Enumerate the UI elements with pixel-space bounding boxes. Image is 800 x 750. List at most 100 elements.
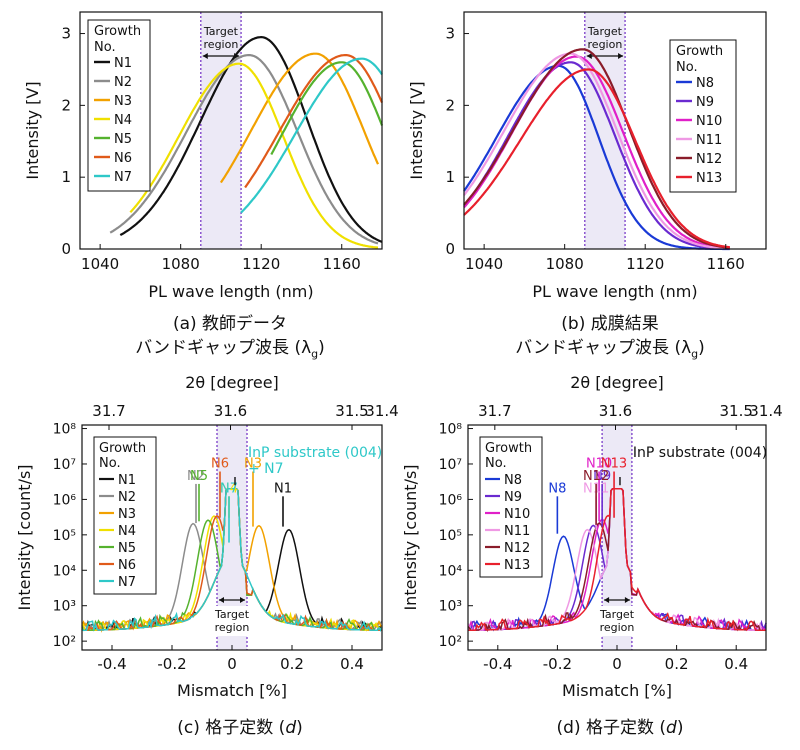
series-line-N6	[244, 54, 384, 189]
top-tick-label: 31.7	[478, 402, 511, 420]
top-axis-label: 2θ [degree]	[185, 373, 279, 392]
y-tick-label: 10⁷	[439, 457, 462, 473]
top-tick-label: 31.5	[719, 402, 752, 420]
caption-a-line2: バンドギャップ波長 (λg)	[70, 336, 390, 366]
x-tick-label: 0.2	[665, 655, 689, 673]
series-line-N7	[240, 57, 383, 214]
x-tick-label: 1080	[546, 255, 584, 273]
x-tick-label: -0.4	[483, 655, 512, 673]
legend-box	[479, 436, 543, 578]
legend-label-N1: N1	[118, 473, 136, 488]
y-tick-label: 10⁶	[439, 492, 463, 508]
x-tick-label: 0.4	[340, 655, 364, 673]
legend-box	[93, 436, 157, 595]
top-tick-label: 31.4	[365, 402, 398, 420]
series-line-N13	[468, 488, 766, 632]
x-axis-label: PL wave length (nm)	[532, 282, 697, 301]
caption-d-text: (d) 格子定数 (	[556, 718, 667, 738]
legend-label-N11: N11	[696, 133, 722, 148]
caption-c-end: )	[296, 718, 303, 738]
y-tick-label: 2	[61, 96, 71, 114]
legend-label-N13: N13	[696, 171, 722, 186]
target-region-band	[200, 12, 242, 249]
x-tick-label: 1040	[81, 255, 119, 273]
legend-label-N7: N7	[118, 575, 136, 590]
caption-b: (b) 成膜結果 バンドギャップ波長 (λg)	[440, 312, 780, 366]
x-axis-label: PL wave length (nm)	[148, 282, 313, 301]
y-tick-label: 0	[61, 240, 71, 258]
caption-d-end: )	[676, 718, 684, 738]
legend-label-N11: N11	[504, 524, 530, 539]
top-tick-label: 31.7	[92, 402, 125, 420]
x-axis-label: Mismatch [%]	[177, 681, 287, 700]
target-label-bg	[212, 606, 252, 636]
series-line-N3	[219, 52, 380, 184]
caption-b-text: バンドギャップ波長 (λ	[515, 338, 692, 358]
top-axis-label: 2θ [degree]	[570, 373, 664, 392]
x-tick-label: -0.2	[543, 655, 572, 673]
caption-d: (d) 格子定数 (d)	[460, 716, 780, 740]
legend-label-N3: N3	[114, 94, 132, 109]
peak-label-N1: N1	[274, 481, 292, 496]
y-axis-label: Intensity [V]	[23, 81, 42, 179]
x-tick-label: 1160	[707, 255, 745, 273]
series-line-N8	[463, 64, 730, 251]
peak-label-N8: N8	[548, 481, 566, 496]
legend-title: Growth	[485, 441, 532, 456]
top-tick-label: 31.6	[599, 402, 632, 420]
y-tick-label: 3	[445, 25, 455, 43]
caption-c-text: (c) 格子定数 (	[177, 718, 286, 738]
series-line-N12	[463, 48, 730, 249]
legend-box	[87, 19, 151, 192]
y-tick-label: 1	[61, 168, 71, 186]
caption-a-sub: g	[311, 347, 319, 361]
y-tick-label: 10²	[53, 634, 76, 650]
x-tick-label: 0	[227, 655, 237, 673]
legend-title: No.	[676, 60, 698, 75]
target-label: region	[215, 621, 250, 634]
y-tick-label: 10⁸	[53, 422, 77, 438]
peak-label-N3: N3	[244, 457, 262, 472]
legend-label-N6: N6	[114, 151, 132, 166]
legend-title: Growth	[676, 44, 723, 59]
series-line-N11	[463, 52, 730, 250]
series-line-N4	[129, 62, 379, 249]
target-label-bg	[597, 606, 637, 636]
caption-d-var: d	[666, 718, 677, 738]
legend-label-N5: N5	[118, 541, 136, 556]
top-tick-label: 31.6	[214, 402, 247, 420]
peak-label-N6: N6	[211, 457, 229, 472]
caption-b-sub: g	[691, 347, 699, 361]
peak-label-N5: N5	[190, 469, 208, 484]
caption-a-end: )	[318, 338, 325, 358]
legend-label-N10: N10	[696, 114, 722, 129]
legend-label-N12: N12	[696, 152, 722, 167]
top-tick-label: 31.4	[749, 402, 782, 420]
plot-frame	[463, 11, 767, 250]
y-tick-label: 10²	[439, 634, 462, 650]
peak-label-N12: N12	[583, 469, 609, 484]
y-tick-label: 2	[445, 96, 455, 114]
y-tick-label: 3	[61, 25, 71, 43]
legend-label-N7: N7	[114, 170, 132, 185]
series-line-N7	[82, 488, 383, 632]
legend-label-N2: N2	[114, 75, 132, 90]
caption-a-text: バンドギャップ波長 (λ	[135, 338, 312, 358]
caption-c: (c) 格子定数 (d)	[80, 716, 400, 740]
legend-label-N8: N8	[504, 473, 522, 488]
legend-box	[669, 39, 737, 193]
y-tick-label: 10⁸	[439, 422, 463, 438]
x-tick-label: 0.4	[724, 655, 748, 673]
caption-a: (a) 教師データ バンドギャップ波長 (λg)	[70, 312, 390, 366]
legend-label-N9: N9	[504, 490, 522, 505]
legend-title: Growth	[94, 24, 141, 39]
legend-label-N4: N4	[118, 524, 136, 539]
y-tick-label: 0	[445, 240, 455, 258]
legend-label-N8: N8	[696, 76, 714, 91]
x-tick-label: 0.2	[280, 655, 304, 673]
